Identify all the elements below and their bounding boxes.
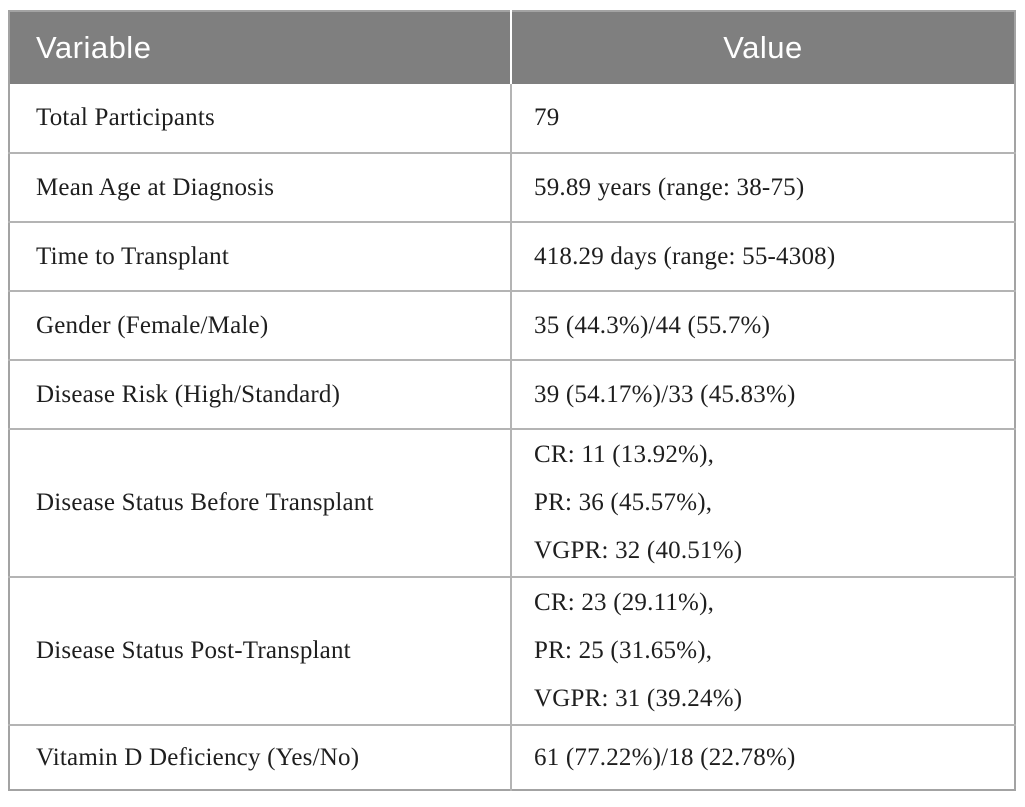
value-line: 418.29 days (range: 55-4308) [534,242,836,270]
value-cell: 59.89 years (range: 38-75) [510,152,1015,222]
value-line: PR: 25 (31.65%), [534,637,713,664]
value-cell: CR: 11 (13.92%), PR: 36 (45.57%), VGPR: 32… [510,428,1015,577]
table-header-row: Variable Value [9,11,1015,84]
value-line: VGPR: 32 (40.51%) [534,537,743,564]
value-line: PR: 36 (45.57%), [534,489,713,516]
variable-cell: Mean Age at Diagnosis [9,152,511,222]
table-row: Time to Transplant 418.29 days (range: 55… [9,221,1015,291]
variable-cell: Time to Transplant [9,221,511,291]
value-line: 61 (77.22%)/18 (22.78%) [534,743,796,771]
value-cell: 35 (44.3%)/44 (55.7%) [510,290,1015,360]
value-line: 59.89 years (range: 38-75) [534,173,805,201]
table-row: Total Participants 79 [9,84,1015,153]
table-row: Disease Status Post-Transplant CR: 23 (29… [9,576,1015,725]
variable-cell: Total Participants [9,84,511,153]
variable-cell: Disease Risk (High/Standard) [9,359,511,429]
variable-cell: Disease Status Post-Transplant [9,576,511,725]
table-row: Vitamin D Deficiency (Yes/No) 61 (77.22%)… [9,724,1015,790]
value-line: 39 (54.17%)/33 (45.83%) [534,380,796,408]
column-header-variable: Variable [9,11,511,84]
value-cell: CR: 23 (29.11%), PR: 25 (31.65%), VGPR: 31… [510,576,1015,725]
variable-cell: Vitamin D Deficiency (Yes/No) [9,724,511,790]
table-body: Total Participants 79 Mean Age at Diagnosi… [9,84,1015,790]
value-line: 79 [534,104,560,131]
participants-table: Variable Value Total Participants 79 Mean … [8,10,1016,791]
value-line: VGPR: 31 (39.24%) [534,685,743,712]
value-line: CR: 23 (29.11%), [534,589,715,616]
column-header-value: Value [510,11,1015,84]
table-row: Disease Risk (High/Standard) 39 (54.17%)/… [9,359,1015,429]
table-row: Disease Status Before Transplant CR: 11 (… [9,428,1015,577]
value-cell: 418.29 days (range: 55-4308) [510,221,1015,291]
value-cell: 79 [510,84,1015,153]
value-line: 35 (44.3%)/44 (55.7%) [534,311,771,339]
table-row: Gender (Female/Male) 35 (44.3%)/44 (55.7%… [9,290,1015,360]
value-line: CR: 11 (13.92%), [534,441,715,468]
variable-cell: Gender (Female/Male) [9,290,511,360]
value-cell: 61 (77.22%)/18 (22.78%) [510,724,1015,790]
variable-cell: Disease Status Before Transplant [9,428,511,577]
value-cell: 39 (54.17%)/33 (45.83%) [510,359,1015,429]
table-row: Mean Age at Diagnosis 59.89 years (range:… [9,152,1015,222]
